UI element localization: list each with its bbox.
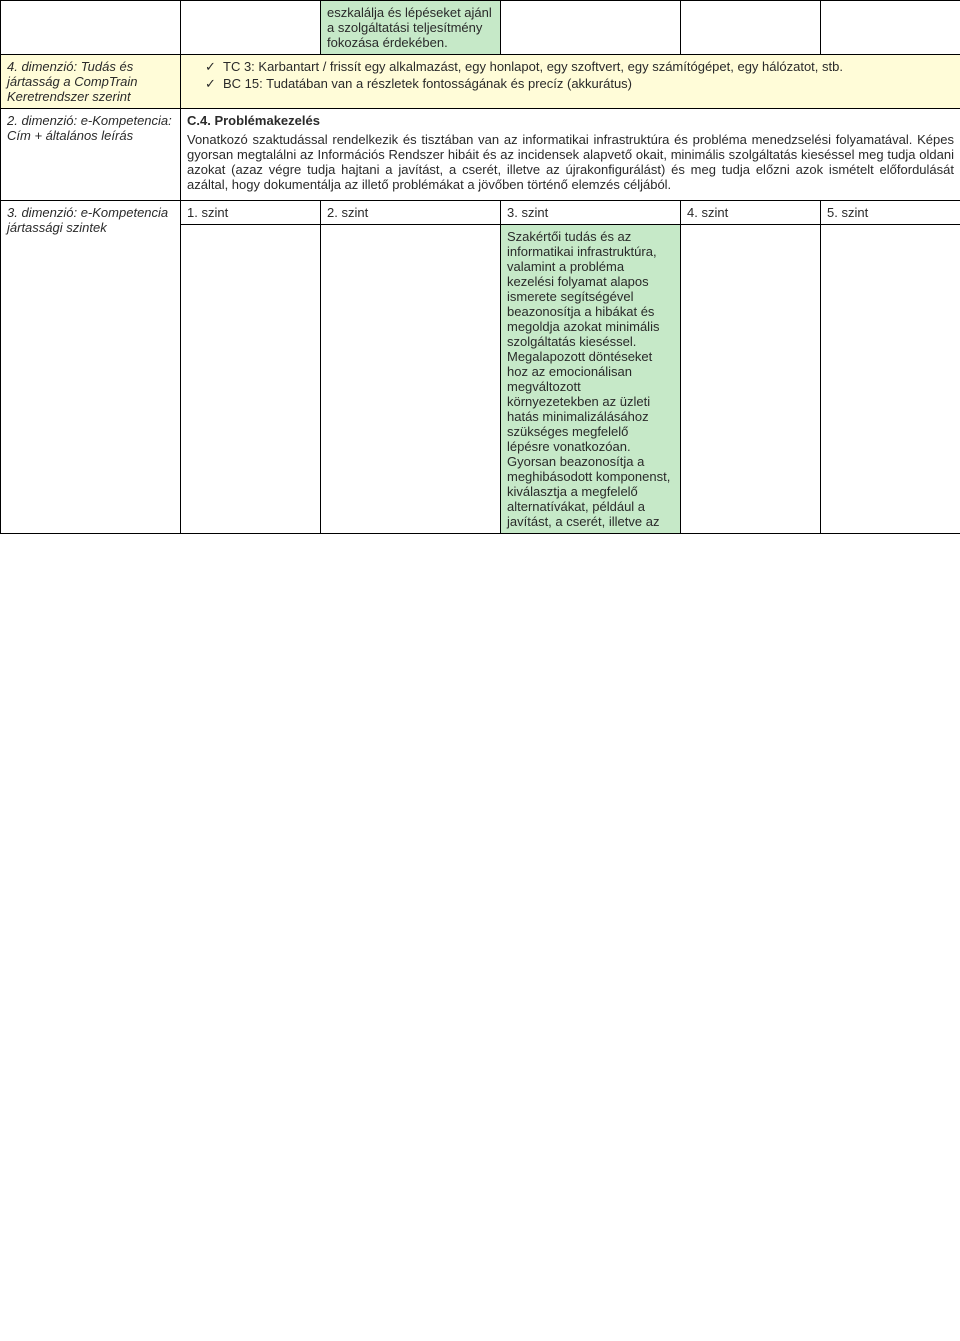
row2-p1: Vonatkozó szaktudással rendelkezik és ti… bbox=[187, 132, 954, 192]
row3-h3: 3. szint bbox=[501, 201, 681, 225]
row0-c1 bbox=[181, 1, 321, 55]
row1-label: 4. dimenzió: Tudás és jártasság a CompTr… bbox=[1, 55, 181, 109]
row4-c3: Szakértői tudás és az informatikai infra… bbox=[501, 225, 681, 534]
row0-c3 bbox=[501, 1, 681, 55]
row0-c4 bbox=[681, 1, 821, 55]
row4-c5 bbox=[821, 225, 960, 534]
row-dim3-header: 3. dimenzió: e-Kompetencia jártassági sz… bbox=[1, 201, 960, 225]
row3-label: 3. dimenzió: e-Kompetencia jártassági sz… bbox=[1, 201, 181, 534]
row4-c4 bbox=[681, 225, 821, 534]
row4-c2 bbox=[321, 225, 501, 534]
row0-c5 bbox=[821, 1, 960, 55]
row3-h2: 2. szint bbox=[321, 201, 501, 225]
row4-c1 bbox=[181, 225, 321, 534]
row2-title: C.4. Problémakezelés bbox=[187, 113, 954, 128]
row0-c2: eszkalálja és lépéseket ajánl a szolgált… bbox=[321, 1, 501, 55]
row-dim2: 2. dimenzió: e-Kompetencia: Cím + általá… bbox=[1, 109, 960, 201]
row3-h4: 4. szint bbox=[681, 201, 821, 225]
competency-table: eszkalálja és lépéseket ajánl a szolgált… bbox=[0, 0, 960, 534]
row-partial-top: eszkalálja és lépéseket ajánl a szolgált… bbox=[1, 1, 960, 55]
row3-h1: 1. szint bbox=[181, 201, 321, 225]
row2-content: C.4. Problémakezelés Vonatkozó szaktudás… bbox=[181, 109, 960, 201]
row1-li1: TC 3: Karbantart / frissít egy alkalmazá… bbox=[205, 59, 954, 76]
row2-label: 2. dimenzió: e-Kompetencia: Cím + általá… bbox=[1, 109, 181, 201]
row1-li2: BC 15: Tudatában van a részletek fontoss… bbox=[205, 76, 954, 93]
row3-h5: 5. szint bbox=[821, 201, 960, 225]
row-dim4: 4. dimenzió: Tudás és jártasság a CompTr… bbox=[1, 55, 960, 109]
row1-list: TC 3: Karbantart / frissít egy alkalmazá… bbox=[187, 59, 954, 93]
row1-content: TC 3: Karbantart / frissít egy alkalmazá… bbox=[181, 55, 960, 109]
row0-label bbox=[1, 1, 181, 55]
